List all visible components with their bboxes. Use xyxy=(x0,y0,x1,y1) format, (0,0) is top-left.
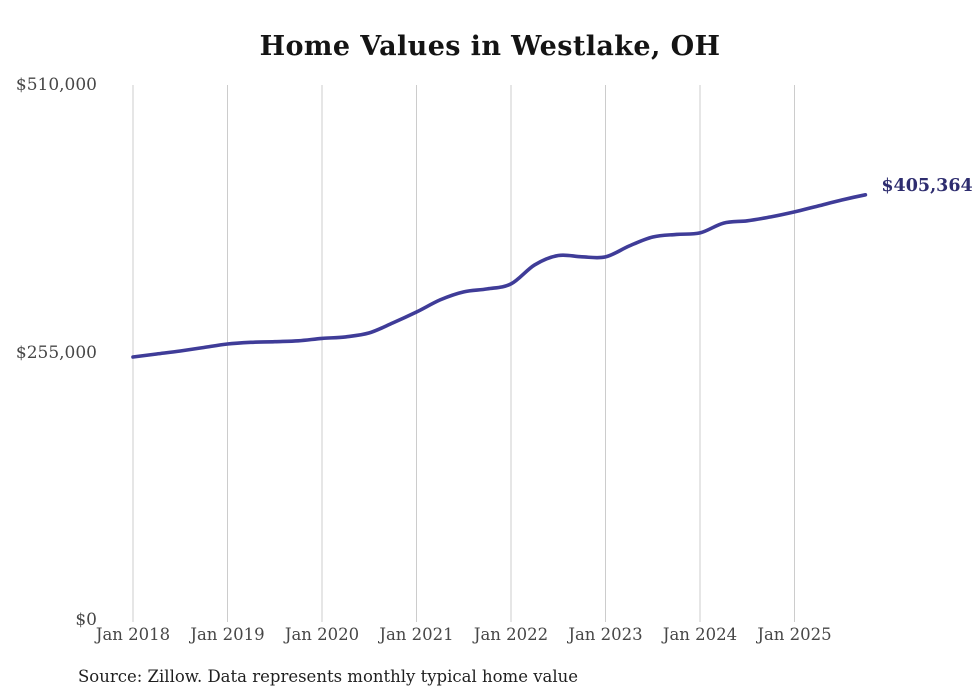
x-tick-label: Jan 2018 xyxy=(95,625,171,644)
x-tick-label: Jan 2024 xyxy=(662,625,738,644)
source-note: Source: Zillow. Data represents monthly … xyxy=(78,667,579,686)
y-tick-label: $255,000 xyxy=(15,342,97,363)
chart-title: Home Values in Westlake, OH xyxy=(259,31,721,62)
x-tick-label: Jan 2019 xyxy=(190,625,265,644)
home-value-line xyxy=(131,193,868,359)
x-tick-label: Jan 2022 xyxy=(473,625,549,644)
x-tick-label: Jan 2020 xyxy=(284,625,360,644)
x-tick-label: Jan 2021 xyxy=(379,625,454,644)
current-value-label: $405,364 xyxy=(881,175,973,196)
x-tick-label: Jan 2025 xyxy=(757,625,832,644)
x-tick-label: Jan 2023 xyxy=(568,625,643,644)
y-tick-label: $510,000 xyxy=(15,75,97,95)
y-tick-label: $0 xyxy=(75,610,97,630)
